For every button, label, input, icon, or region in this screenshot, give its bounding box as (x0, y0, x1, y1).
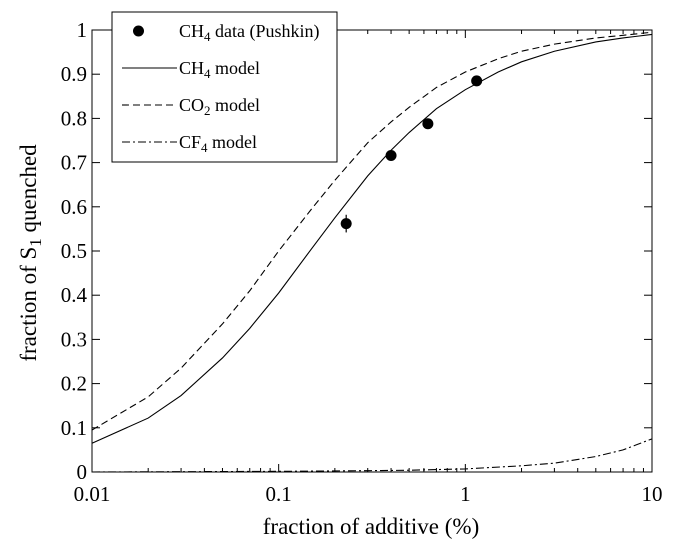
legend-label-sub: 4 (201, 140, 208, 155)
data-point (471, 75, 483, 87)
y-tick-label: 0.5 (61, 239, 87, 263)
y-tick-label: 0.7 (61, 151, 87, 175)
series-line-dashed (91, 31, 653, 431)
data-point (385, 150, 397, 162)
legend-swatch-marker (133, 25, 144, 37)
x-tick-label: 1 (460, 482, 471, 506)
axes-layer: 0.01 0.1 1 10 0 0.1 0.2 0.3 0.4 0.5 0.6 0.7 0.8 0.9 1 (61, 18, 663, 506)
y-tick-label: 0.4 (61, 283, 88, 307)
data-point (340, 218, 352, 230)
x-tick-label: 0.01 (74, 482, 111, 506)
legend-label: CO2 model (179, 95, 260, 118)
legend-label: CH4 data (Pushkin) (179, 21, 320, 44)
legend-label-rest: model (211, 58, 261, 78)
legend-label-sub: 2 (204, 103, 211, 118)
y-tick-label: 0.1 (61, 416, 87, 440)
legend-label-rest: model (211, 95, 261, 115)
legend-label-base: CO (179, 95, 204, 115)
legend-label: CH4 model (179, 58, 260, 81)
y-tick-label: 1 (77, 18, 88, 42)
data-point (422, 118, 434, 130)
legend-label-rest: data (Pushkin) (211, 21, 320, 42)
legend-label-sub: 4 (204, 29, 211, 44)
y-tick-label: 0.8 (61, 106, 87, 130)
series-line-solid (91, 33, 653, 444)
y-tick-label: 0.6 (61, 195, 87, 219)
legend-label-base: CH (179, 58, 204, 78)
legend-label-rest: model (208, 132, 258, 152)
y-tick-label: 0.2 (61, 372, 87, 396)
legend-box (111, 11, 338, 163)
y-tick-label: 0.9 (61, 62, 87, 86)
svg-text:fraction of S1 quenched: fraction of S1 quenched (16, 144, 45, 362)
y-axis-title-rest: quenched (16, 144, 41, 238)
y-tick-label: 0 (77, 460, 88, 484)
series-layer (91, 31, 653, 473)
legend-label: CF4 model (179, 132, 257, 155)
x-tick-label: 0.1 (266, 482, 292, 506)
y-axis-title-sub: 1 (26, 238, 45, 247)
y-axis-title-base: fraction of S (16, 247, 41, 362)
y-tick-label: 0.3 (61, 327, 87, 351)
x-tick-label: 10 (642, 482, 663, 506)
series-line-dashdot (91, 438, 653, 473)
legend-label-base: CF (179, 132, 201, 152)
legend-label-sub: 4 (204, 66, 211, 81)
x-axis-title: fraction of additive (%) (263, 514, 480, 539)
legend-label-base: CH (179, 21, 204, 41)
y-axis-title: fraction of S1 quenched (16, 144, 45, 362)
